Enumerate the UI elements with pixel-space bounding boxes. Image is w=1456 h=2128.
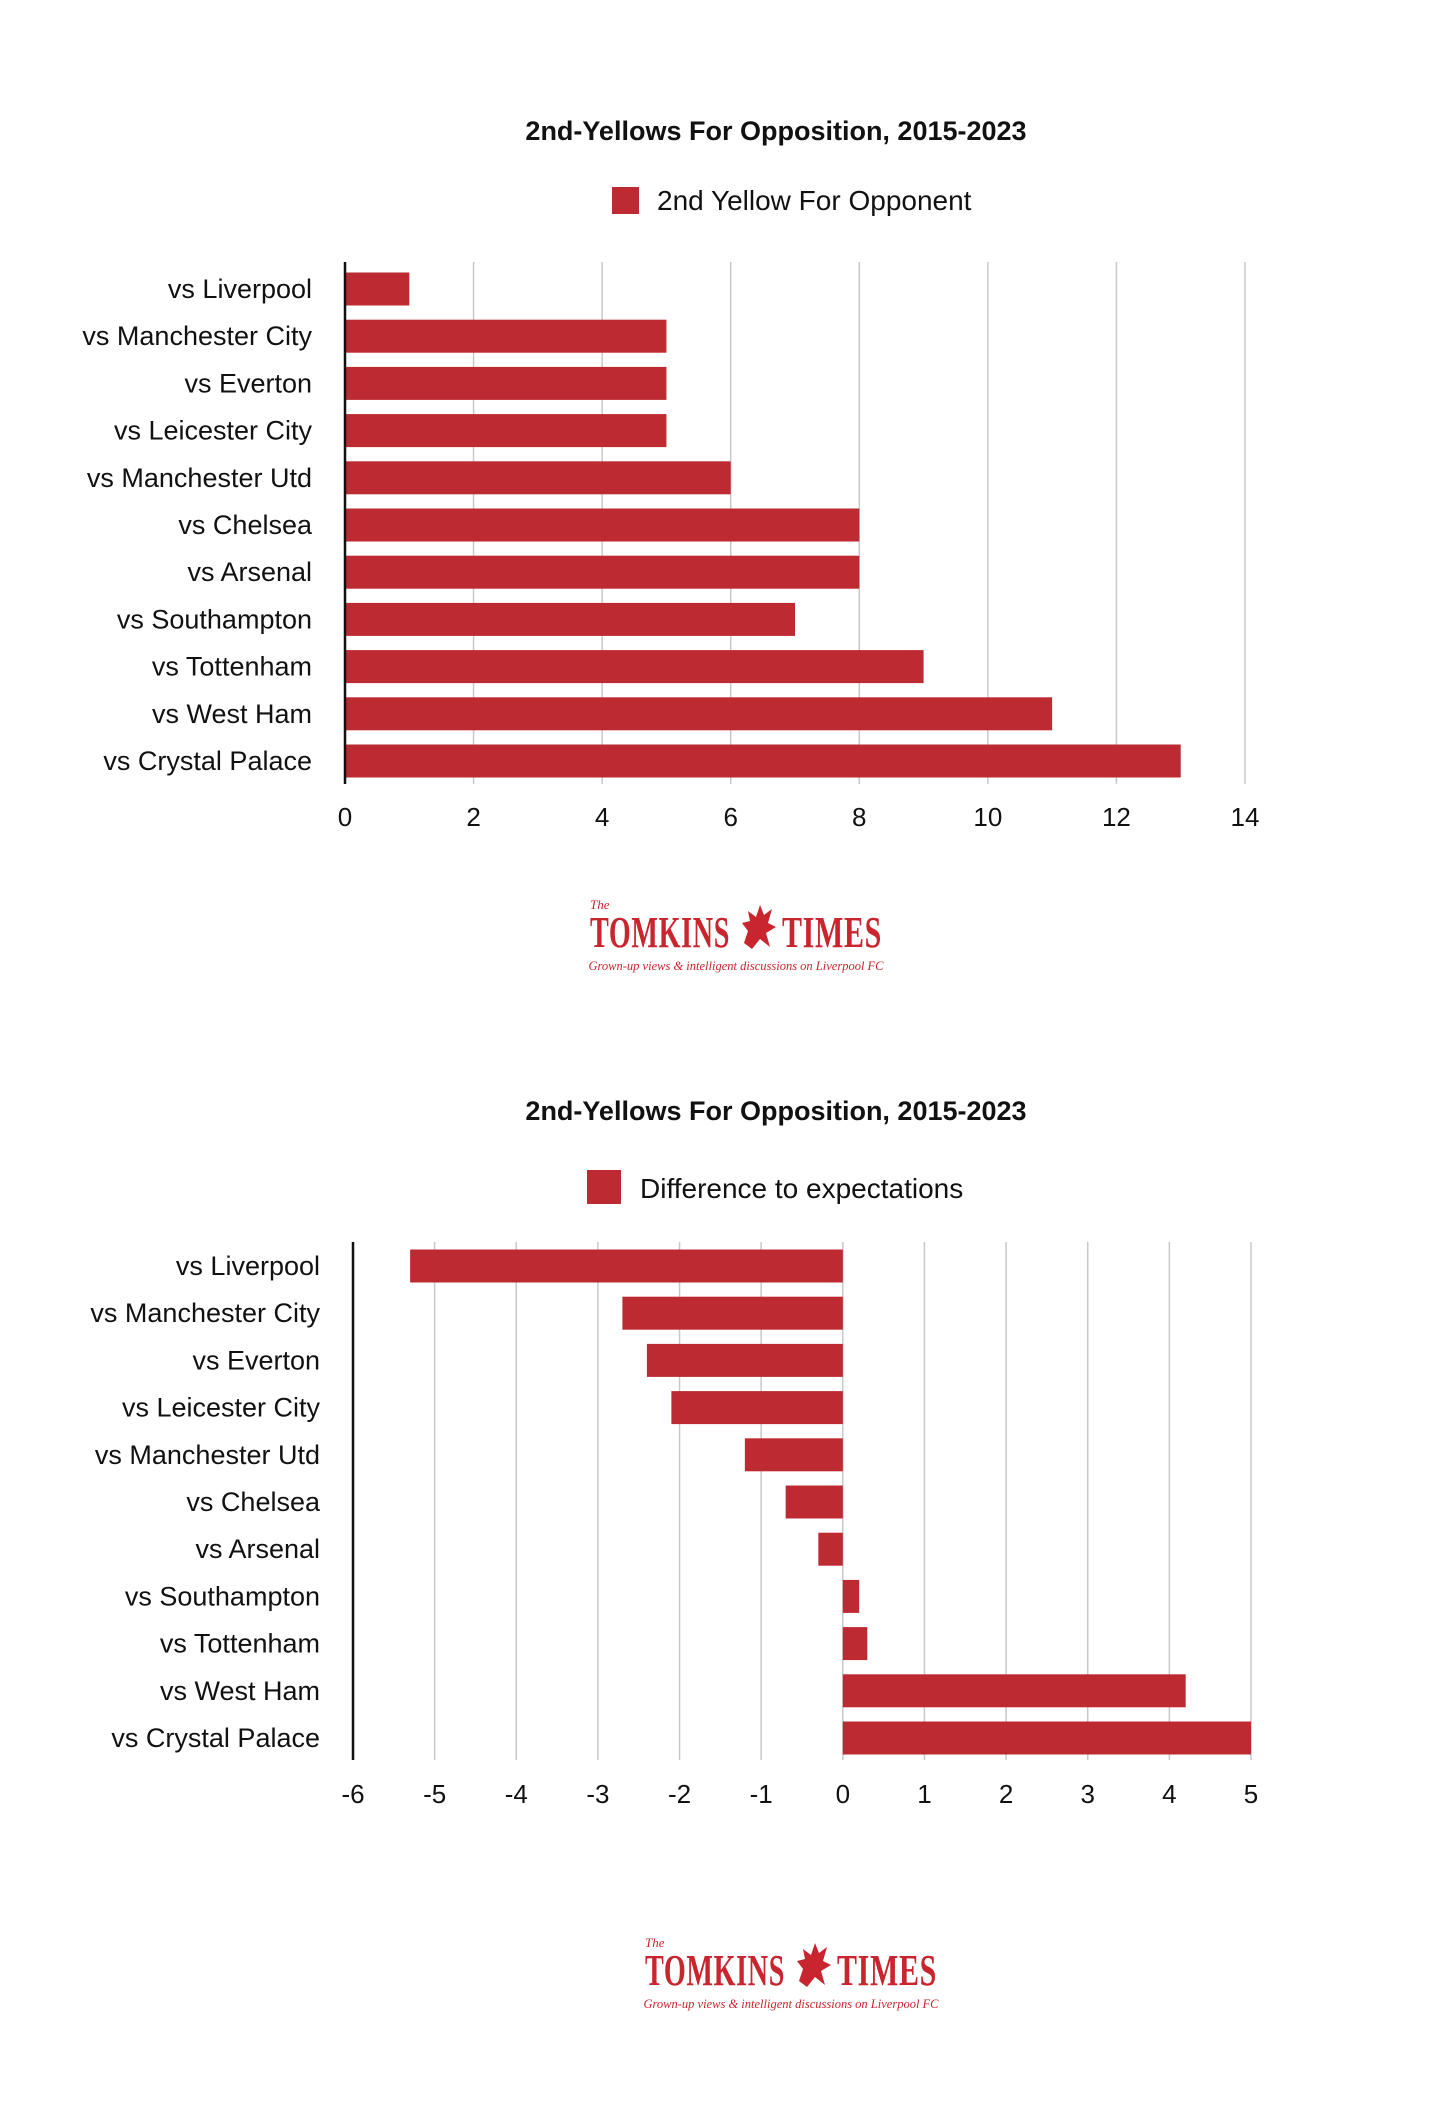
bar xyxy=(410,1249,843,1283)
chart-title: 2nd-Yellows For Opposition, 2015-2023 xyxy=(525,1096,1026,1126)
bars xyxy=(410,1249,1251,1755)
x-tick-label: -6 xyxy=(341,1779,364,1809)
category-label: vs Chelsea xyxy=(186,1487,321,1517)
legend: 2nd Yellow For Opponent xyxy=(612,185,972,216)
logo-the-text: The xyxy=(645,1935,665,1950)
bar xyxy=(345,319,667,353)
logo-tagline: Grown-up views & intelligent discussions… xyxy=(588,959,884,973)
x-tick-label: -1 xyxy=(750,1779,773,1809)
x-tick-label: 4 xyxy=(595,802,609,832)
bar xyxy=(744,1438,843,1472)
x-tick-label: 0 xyxy=(836,1779,850,1809)
x-tick-label: 6 xyxy=(723,802,737,832)
category-label: vs Arsenal xyxy=(187,557,312,587)
category-label: vs West Ham xyxy=(152,699,312,729)
x-tick-label: 0 xyxy=(338,802,352,832)
bar xyxy=(622,1296,843,1330)
x-axis-ticks: -6 -5 -4 -3 -2 -1 0 1 2 3 4 5 xyxy=(341,1779,1258,1809)
category-label: vs Liverpool xyxy=(176,1251,320,1281)
bar xyxy=(345,744,1181,778)
category-label: vs Southampton xyxy=(125,1581,320,1611)
logo-the-text: The xyxy=(590,897,610,912)
bar xyxy=(345,461,731,495)
category-label: vs Arsenal xyxy=(195,1534,320,1564)
category-label: vs Manchester Utd xyxy=(95,1440,320,1470)
x-tick-label: -3 xyxy=(586,1779,609,1809)
x-tick-label: 1 xyxy=(917,1779,931,1809)
bar xyxy=(646,1343,843,1377)
x-tick-label: 10 xyxy=(973,802,1002,832)
category-label: vs Everton xyxy=(192,1345,320,1375)
liverbird-icon xyxy=(742,905,776,949)
bar xyxy=(345,650,924,684)
bar xyxy=(345,697,1053,731)
x-tick-label: 3 xyxy=(1080,1779,1094,1809)
bar xyxy=(842,1674,1186,1708)
logo-right-text: TIMES xyxy=(782,908,882,957)
x-axis-ticks: 0 2 4 6 8 10 12 14 xyxy=(338,802,1260,832)
logo-left-text: TOMKINS xyxy=(590,908,730,957)
bar xyxy=(842,1627,868,1661)
logo-left-text: TOMKINS xyxy=(645,1946,785,1995)
x-tick-label: 14 xyxy=(1231,802,1260,832)
bar xyxy=(785,1485,843,1519)
logo-right-text: TIMES xyxy=(837,1946,937,1995)
x-tick-label: 2 xyxy=(466,802,480,832)
legend-label: 2nd Yellow For Opponent xyxy=(657,185,972,216)
x-tick-label: -2 xyxy=(668,1779,691,1809)
category-label: vs Manchester City xyxy=(90,1298,320,1328)
bar xyxy=(345,272,410,306)
category-labels: vs Liverpool vs Manchester City vs Everton… xyxy=(90,1251,321,1753)
brand-logo: The TOMKINS TIMES Grown-up views & intel… xyxy=(643,1935,939,2011)
bar xyxy=(818,1532,843,1566)
bar xyxy=(671,1391,843,1425)
bar xyxy=(842,1579,860,1613)
category-label: vs Tottenham xyxy=(160,1629,320,1659)
x-tick-label: -4 xyxy=(505,1779,528,1809)
bar xyxy=(345,555,860,589)
bar xyxy=(842,1721,1251,1755)
category-label: vs Manchester City xyxy=(82,321,312,351)
chart-difference-to-expectations: 2nd-Yellows For Opposition, 2015-2023 Di… xyxy=(90,1096,1258,2011)
bars xyxy=(345,272,1181,778)
legend: Difference to expectations xyxy=(587,1170,963,1204)
category-label: vs Southampton xyxy=(117,604,312,634)
category-label: vs Tottenham xyxy=(152,652,312,682)
category-label: vs Manchester Utd xyxy=(87,463,312,493)
category-label: vs Chelsea xyxy=(178,510,313,540)
legend-swatch xyxy=(587,1170,621,1204)
logo-tagline: Grown-up views & intelligent discussions… xyxy=(643,1997,939,2011)
x-tick-label: 8 xyxy=(852,802,866,832)
x-tick-label: 12 xyxy=(1102,802,1131,832)
category-labels: vs Liverpool vs Manchester City vs Everton… xyxy=(82,274,313,776)
x-tick-label: 2 xyxy=(999,1779,1013,1809)
bar xyxy=(345,366,667,400)
chart-title: 2nd-Yellows For Opposition, 2015-2023 xyxy=(525,116,1026,146)
bar xyxy=(345,414,667,448)
liverbird-icon xyxy=(797,1943,831,1987)
bar xyxy=(345,602,795,636)
category-label: vs Liverpool xyxy=(168,274,312,304)
brand-logo: The TOMKINS TIMES Grown-up views & intel… xyxy=(588,897,884,973)
x-tick-label: 5 xyxy=(1244,1779,1258,1809)
category-label: vs West Ham xyxy=(160,1676,320,1706)
x-tick-label: 4 xyxy=(1162,1779,1176,1809)
x-tick-label: -5 xyxy=(423,1779,446,1809)
bar xyxy=(345,508,860,542)
category-label: vs Leicester City xyxy=(114,416,313,446)
category-label: vs Crystal Palace xyxy=(111,1723,320,1753)
chart-opponent-second-yellows: 2nd-Yellows For Opposition, 2015-2023 2n… xyxy=(82,116,1260,973)
category-label: vs Leicester City xyxy=(122,1393,321,1423)
category-label: vs Everton xyxy=(184,368,312,398)
category-label: vs Crystal Palace xyxy=(103,746,312,776)
legend-swatch xyxy=(612,187,639,214)
legend-label: Difference to expectations xyxy=(640,1173,963,1204)
